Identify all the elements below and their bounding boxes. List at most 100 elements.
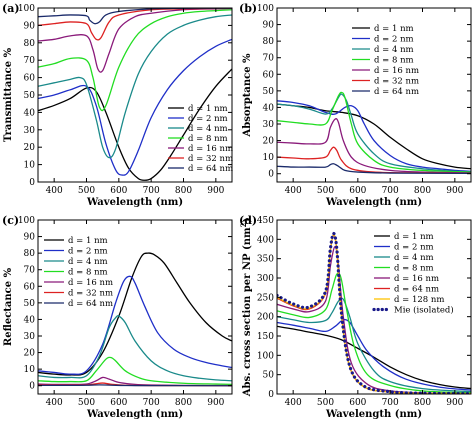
legend-label: d = 1 nm — [68, 236, 108, 246]
y-tick-label: 50 — [24, 299, 36, 309]
legend-label: d = 2 nm — [374, 35, 414, 45]
legend: d = 1 nmd = 2 nmd = 4 nmd = 8 nmd = 16 n… — [372, 232, 454, 316]
series-group — [38, 252, 232, 387]
x-tick-label: 600 — [110, 398, 127, 408]
legend-label: d = 64 nm — [394, 285, 439, 295]
legend-label: d = 4 nm — [394, 253, 434, 263]
x-tick-label: 500 — [317, 398, 334, 408]
y-axis-label: Abs. cross section per NP (nm2) — [239, 218, 253, 397]
y-tick-label: 20 — [263, 137, 275, 147]
x-tick-label: 400 — [285, 186, 302, 196]
x-tick-label: 500 — [317, 186, 334, 196]
y-axis-label: Reflectance % — [3, 267, 14, 346]
legend-label: d = 1 nm — [394, 232, 434, 242]
panel-2: 400 500 600 700 800 900 0 10 20 30 40 50 60 70 80 90 100… — [239, 2, 472, 208]
x-tick-label: 900 — [446, 186, 463, 196]
x-axis-label: Wavelength (nm) — [325, 197, 422, 208]
x-tick-label: 900 — [207, 398, 224, 408]
x-tick-label: 400 — [46, 398, 63, 408]
series-group — [38, 8, 232, 181]
panel-tag: (a) — [2, 2, 20, 15]
y-axis-label-main: Absorptance % — [242, 53, 253, 138]
legend-label: d = 4 nm — [188, 124, 228, 134]
y-axis-label-main: Reflectance % — [3, 267, 14, 346]
y-tick-label: 350 — [257, 255, 274, 265]
y-axis-label: Absorptance % — [242, 53, 253, 138]
y-axis-label-close: ) — [242, 218, 253, 223]
x-tick-label: 800 — [175, 398, 192, 408]
legend-label: d = 32 nm — [188, 154, 233, 164]
y-tick-label: 150 — [257, 332, 274, 342]
series-line-1 — [277, 103, 471, 170]
x-axis-label: Wavelength (nm) — [86, 197, 183, 208]
y-tick-label: 250 — [257, 293, 274, 303]
y-tick-label: 20 — [24, 349, 36, 359]
y-tick-label: 50 — [263, 371, 275, 381]
x-tick-label: 700 — [382, 398, 399, 408]
y-tick-label: 400 — [257, 235, 274, 245]
series-line-2 — [38, 38, 232, 176]
series-line-4 — [277, 272, 471, 394]
y-tick-label: 90 — [24, 21, 36, 31]
legend-label: d = 1 nm — [188, 104, 228, 114]
series-line-2 — [277, 318, 471, 391]
legend-label: d = 1 nm — [374, 24, 414, 34]
y-tick-label: 60 — [24, 74, 36, 84]
series-line-1 — [277, 325, 471, 390]
x-tick-label: 800 — [414, 398, 431, 408]
x-tick-label: 600 — [349, 186, 366, 196]
y-tick-label: 90 — [24, 233, 36, 243]
legend-label: Mie (isolated) — [394, 305, 454, 316]
legend-label: d = 16 nm — [188, 144, 233, 154]
x-tick-label: 700 — [143, 398, 160, 408]
series-line-1 — [38, 68, 232, 181]
series-line-2 — [38, 275, 232, 375]
plot-frame — [276, 7, 472, 183]
x-axis-label: Wavelength (nm) — [86, 409, 183, 420]
y-tick-label: 10 — [263, 153, 275, 163]
series-group — [277, 91, 471, 175]
y-tick-label: 70 — [263, 54, 275, 64]
x-tick-label: 500 — [78, 186, 95, 196]
y-tick-label: 70 — [24, 266, 36, 276]
y-tick-label: 100 — [257, 351, 274, 361]
y-tick-label: 40 — [24, 315, 36, 325]
legend-label: d = 32 nm — [374, 77, 419, 87]
series-line-7 — [277, 163, 471, 175]
series-line-2 — [277, 100, 471, 172]
series-line-4 — [38, 9, 232, 112]
legend-label: d = 2 nm — [68, 247, 108, 257]
y-tick-label: 40 — [263, 103, 275, 113]
y-tick-label: 100 — [18, 4, 35, 14]
x-tick-label: 900 — [207, 186, 224, 196]
series-line-3 — [38, 14, 232, 159]
y-tick-label: 10 — [24, 365, 36, 375]
y-tick-label: 80 — [263, 37, 275, 47]
y-tick-label: 450 — [257, 216, 274, 226]
legend: d = 1 nmd = 2 nmd = 4 nmd = 8 nmd = 16 n… — [168, 104, 233, 174]
legend-label: d = 64 nm — [374, 87, 419, 97]
legend-label: d = 16 nm — [374, 66, 419, 76]
x-tick-label: 800 — [414, 186, 431, 196]
x-tick-label: 400 — [46, 186, 63, 196]
x-tick-label: 400 — [285, 398, 302, 408]
x-tick-label: 500 — [78, 398, 95, 408]
x-axis-label: Wavelength (nm) — [325, 409, 422, 420]
y-tick-label: 100 — [18, 216, 35, 226]
y-tick-label: 0 — [29, 178, 35, 188]
y-tick-label: 90 — [263, 21, 275, 31]
legend-label: d = 4 nm — [68, 257, 108, 267]
y-tick-label: 0 — [268, 170, 274, 180]
y-axis-label-superscript: 2 — [239, 222, 248, 227]
y-tick-label: 30 — [263, 120, 275, 130]
legend-label: d = 8 nm — [374, 56, 414, 66]
panel-tag: (c) — [2, 214, 19, 227]
y-tick-label: 60 — [263, 70, 275, 80]
y-tick-label: 80 — [24, 39, 36, 49]
legend-label: d = 2 nm — [188, 114, 228, 124]
x-tick-label: 800 — [175, 186, 192, 196]
series-line-4 — [277, 91, 471, 173]
legend-label: d = 128 nm — [394, 295, 444, 305]
y-tick-label: 0 — [268, 390, 274, 400]
